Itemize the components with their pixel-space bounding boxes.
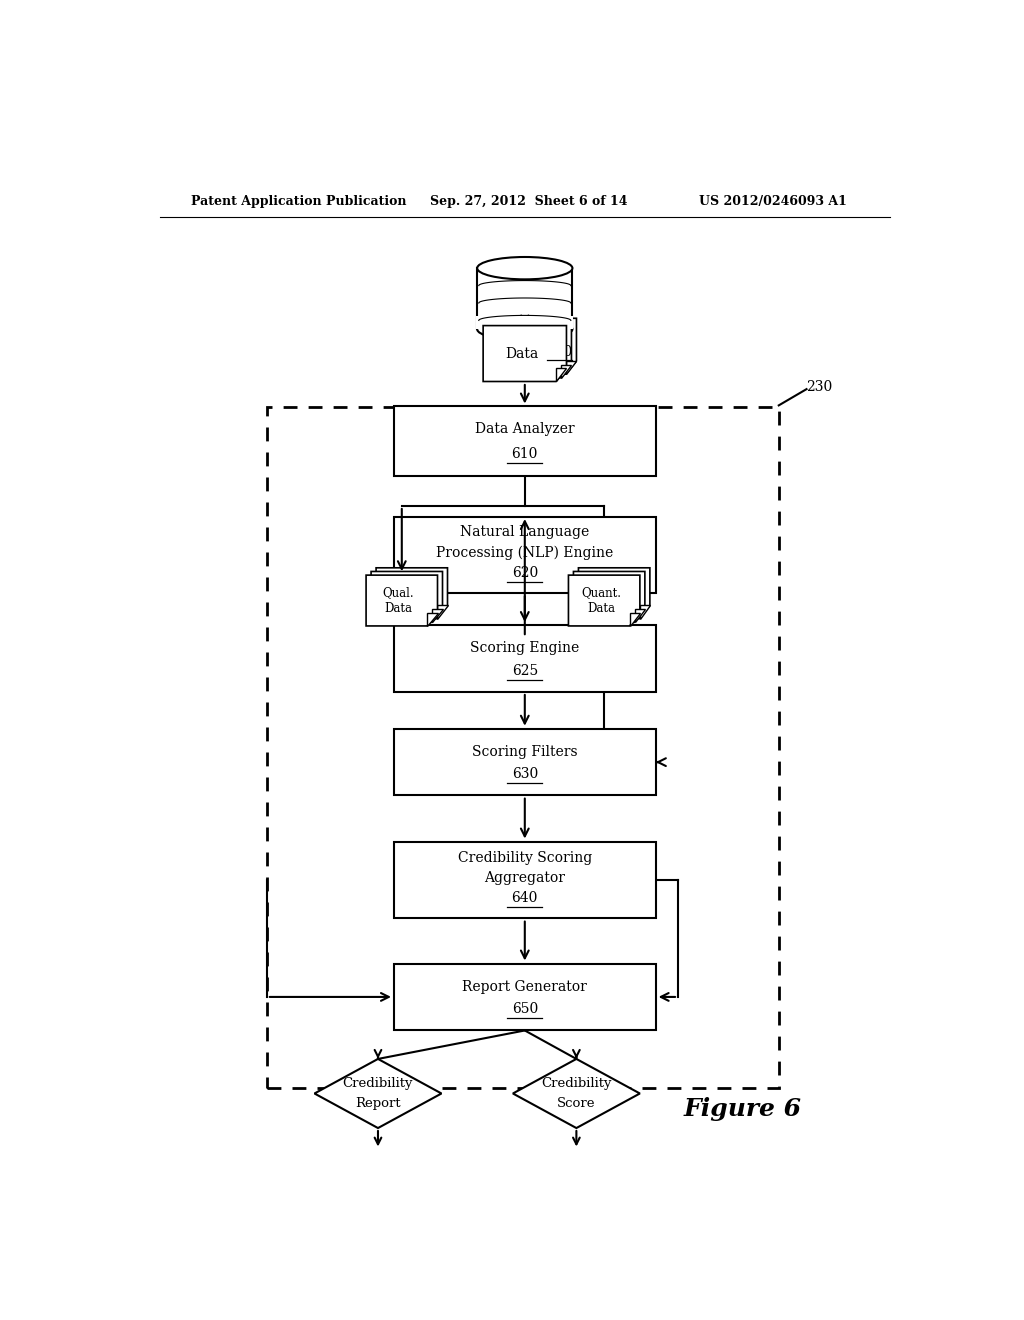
Text: Data: Data: [587, 602, 615, 615]
Text: Credibility Scoring: Credibility Scoring: [458, 850, 592, 865]
Polygon shape: [513, 1059, 640, 1129]
Text: 625: 625: [512, 664, 538, 677]
Polygon shape: [566, 360, 577, 374]
Text: Data Analyzer: Data Analyzer: [475, 422, 574, 436]
Text: US 2012/0246093 A1: US 2012/0246093 A1: [699, 194, 847, 207]
Text: Qual.: Qual.: [383, 586, 415, 599]
Ellipse shape: [477, 318, 572, 341]
Text: Credibility: Credibility: [541, 1077, 611, 1090]
Text: Sep. 27, 2012  Sheet 6 of 14: Sep. 27, 2012 Sheet 6 of 14: [430, 194, 627, 207]
Text: Credibility: Credibility: [343, 1077, 414, 1090]
Text: Natural Language: Natural Language: [460, 525, 590, 540]
Text: Data: Data: [385, 602, 413, 615]
Bar: [477, 268, 572, 329]
Bar: [476, 315, 573, 329]
Polygon shape: [371, 572, 442, 622]
Polygon shape: [494, 318, 577, 374]
Text: Data: Data: [505, 347, 539, 360]
Polygon shape: [432, 609, 442, 622]
Polygon shape: [573, 572, 645, 622]
Polygon shape: [437, 606, 447, 619]
Text: Scoring Filters: Scoring Filters: [472, 744, 578, 759]
Text: Aggregator: Aggregator: [484, 871, 565, 884]
FancyBboxPatch shape: [394, 626, 655, 692]
Polygon shape: [561, 364, 571, 378]
Text: Database: Database: [485, 346, 556, 359]
Text: Patent Application Publication: Patent Application Publication: [191, 194, 407, 207]
Text: Quant.: Quant.: [581, 586, 621, 599]
Text: Report Generator: Report Generator: [463, 979, 587, 994]
Text: 620: 620: [512, 566, 538, 579]
Text: 230: 230: [807, 380, 833, 395]
Text: Report: Report: [355, 1097, 400, 1110]
Text: Score: Score: [557, 1097, 596, 1110]
Polygon shape: [579, 568, 650, 619]
Polygon shape: [635, 609, 645, 622]
Polygon shape: [556, 368, 566, 381]
Ellipse shape: [477, 257, 572, 280]
FancyBboxPatch shape: [394, 729, 655, 795]
Text: 650: 650: [512, 1002, 538, 1016]
Text: 220: 220: [546, 346, 572, 359]
FancyBboxPatch shape: [394, 842, 655, 919]
Polygon shape: [376, 568, 447, 619]
FancyBboxPatch shape: [394, 407, 655, 475]
Text: Scoring Engine: Scoring Engine: [470, 642, 580, 655]
FancyBboxPatch shape: [394, 516, 655, 593]
Text: Processing (NLP) Engine: Processing (NLP) Engine: [436, 545, 613, 560]
FancyBboxPatch shape: [394, 964, 655, 1030]
Polygon shape: [427, 612, 437, 626]
Text: 640: 640: [512, 891, 538, 906]
Text: Figure 6: Figure 6: [684, 1097, 802, 1121]
Text: 630: 630: [512, 767, 538, 781]
Polygon shape: [640, 606, 650, 619]
Polygon shape: [367, 576, 437, 626]
Polygon shape: [568, 576, 640, 626]
Polygon shape: [483, 326, 566, 381]
Text: 610: 610: [512, 447, 538, 461]
Polygon shape: [488, 322, 571, 378]
Polygon shape: [314, 1059, 441, 1129]
Polygon shape: [630, 612, 640, 626]
